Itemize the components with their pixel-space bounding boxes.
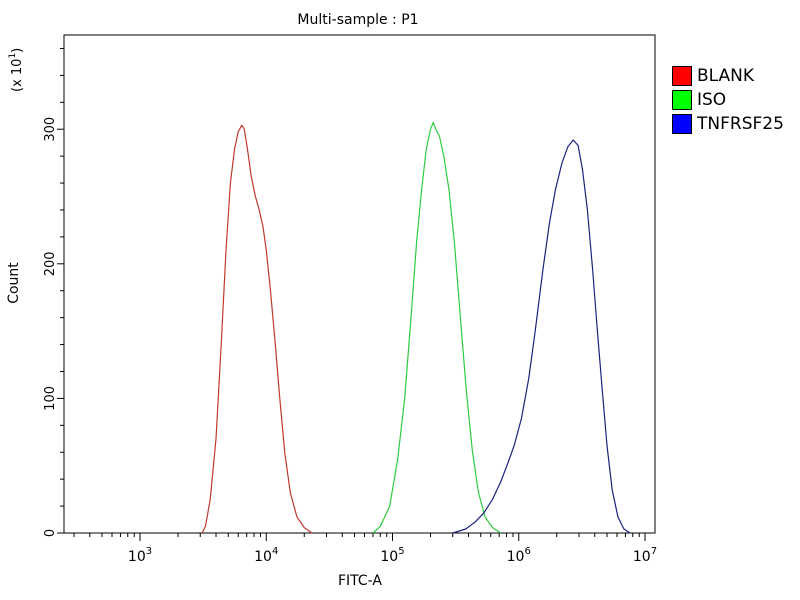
legend-swatch-blank: [672, 66, 692, 86]
legend-label-tnfrsf25: TNFRSF25: [697, 114, 784, 134]
x-axis-ticks: 103 104 105 106 107: [73, 533, 657, 565]
series-line-iso: [372, 121, 502, 534]
y-tick-label: 300: [43, 117, 58, 142]
legend-label-blank: BLANK: [697, 66, 755, 86]
x-tick-label: 107: [633, 546, 657, 565]
y-scale-note: (x 101): [8, 48, 25, 92]
x-tick-label: 106: [507, 546, 531, 565]
legend-swatch-iso: [672, 90, 692, 110]
y-axis-label: Count: [6, 262, 22, 304]
x-tick-label: 104: [254, 546, 278, 565]
y-tick-label: 0: [43, 529, 58, 537]
y-axis-ticks: 0 100 200 300: [43, 47, 64, 537]
x-axis-label: FITC-A: [338, 573, 382, 589]
legend: BLANK ISO TNFRSF25: [672, 64, 784, 136]
legend-swatch-tnfrsf25: [672, 114, 692, 134]
plot-area: [63, 34, 656, 534]
y-tick-label: 200: [43, 251, 58, 276]
legend-item-tnfrsf25: TNFRSF25: [672, 112, 784, 136]
chart-title: Multi-sample : P1: [297, 12, 418, 28]
legend-label-iso: ISO: [697, 90, 727, 110]
y-tick-label: 100: [43, 386, 58, 411]
svg-text:(x 101): (x 101): [8, 48, 25, 92]
x-tick-label: 103: [128, 546, 152, 565]
x-tick-label: 105: [380, 546, 404, 565]
legend-item-iso: ISO: [672, 88, 784, 112]
series-line-tnfrsf25: [452, 139, 631, 534]
series-lines: [201, 121, 631, 534]
series-line-blank: [201, 124, 313, 534]
legend-item-blank: BLANK: [672, 64, 784, 88]
